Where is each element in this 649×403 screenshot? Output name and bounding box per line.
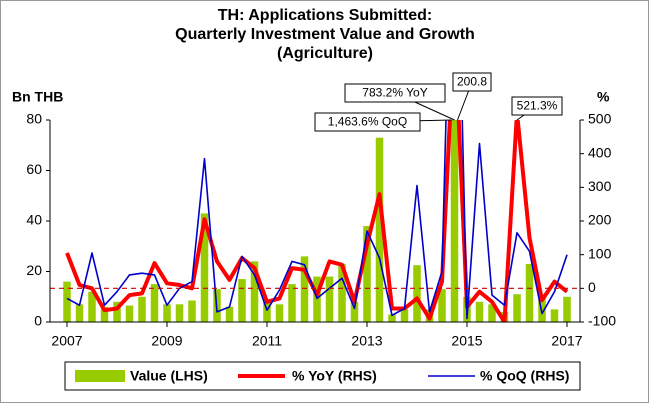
plot-area <box>63 120 571 322</box>
bar <box>325 276 334 322</box>
line <box>65 120 569 322</box>
bar <box>275 304 284 322</box>
bar <box>250 261 259 322</box>
bar <box>388 314 396 322</box>
legend-box <box>64 361 581 391</box>
bar <box>175 304 184 322</box>
bar <box>75 304 84 322</box>
bar <box>163 304 171 322</box>
bar <box>263 301 271 322</box>
y-tick-label: 80 <box>26 111 42 127</box>
bar <box>563 296 571 322</box>
x-tick-label: 2007 <box>51 333 82 349</box>
x-tick-label: 2009 <box>151 333 182 349</box>
bar <box>513 294 521 322</box>
bar <box>313 276 321 322</box>
bar <box>225 306 234 322</box>
bar <box>188 300 196 322</box>
x-tick-label: 2011 <box>252 333 282 349</box>
bar <box>363 226 371 322</box>
bar <box>238 279 246 322</box>
bar <box>288 284 296 322</box>
bar <box>338 263 346 322</box>
bar <box>300 256 309 322</box>
annotation-box <box>314 112 421 132</box>
y-tick-label: 60 <box>26 161 42 177</box>
y2-tick-label: 300 <box>588 178 612 194</box>
y2-tick-label: 0 <box>588 279 596 295</box>
bar <box>200 213 209 322</box>
bar <box>150 284 159 322</box>
annotation: 1,463.6% QoQ <box>328 115 407 129</box>
legend-label: % QoQ (RHS) <box>480 368 569 384</box>
chart-title: Quarterly Investment Value and Growth <box>175 26 475 43</box>
y-axis-label: Bn THB <box>12 89 63 105</box>
annotation-box <box>511 96 563 116</box>
y2-tick-label: 500 <box>588 111 612 127</box>
bar <box>438 289 446 322</box>
bar <box>450 120 459 322</box>
bar <box>100 306 109 322</box>
legend-swatch <box>75 370 125 382</box>
annotation: 200.8 <box>457 75 487 89</box>
y-tick-label: 0 <box>34 313 42 329</box>
annotation: 521.3% <box>517 99 558 113</box>
bar <box>138 296 146 322</box>
y2-tick-label: 200 <box>588 212 612 228</box>
x-tick-label: 2013 <box>351 333 382 349</box>
bar <box>488 304 496 322</box>
bar <box>375 137 384 322</box>
bar <box>113 301 121 322</box>
legend-label: % YoY (RHS) <box>292 368 377 384</box>
y2-tick-label: -100 <box>588 313 616 329</box>
bar <box>88 291 96 322</box>
line <box>66 120 568 320</box>
bar <box>63 281 71 322</box>
x-tick-label: 2015 <box>451 333 482 349</box>
bar <box>400 309 409 322</box>
bar <box>350 301 359 322</box>
chart-title: (Agriculture) <box>277 45 373 62</box>
annotation-box <box>452 72 492 92</box>
annotation: 783.2% YoY <box>362 86 427 100</box>
y-tick-label: 20 <box>26 262 42 278</box>
annotation-box <box>344 83 446 103</box>
y2-tick-label: 400 <box>588 144 612 160</box>
bar <box>475 301 484 322</box>
x-tick-label: 2017 <box>551 333 582 349</box>
bar <box>550 309 559 322</box>
y2-axis-label: % <box>597 89 610 105</box>
bar <box>525 263 534 322</box>
bar <box>413 265 421 322</box>
bar <box>125 305 134 322</box>
y2-tick-label: 100 <box>588 245 612 261</box>
chart-title: TH: Applications Submitted: <box>218 7 433 24</box>
legend-label: Value (LHS) <box>130 368 208 384</box>
bar <box>538 294 546 322</box>
y-tick-label: 40 <box>26 212 42 228</box>
